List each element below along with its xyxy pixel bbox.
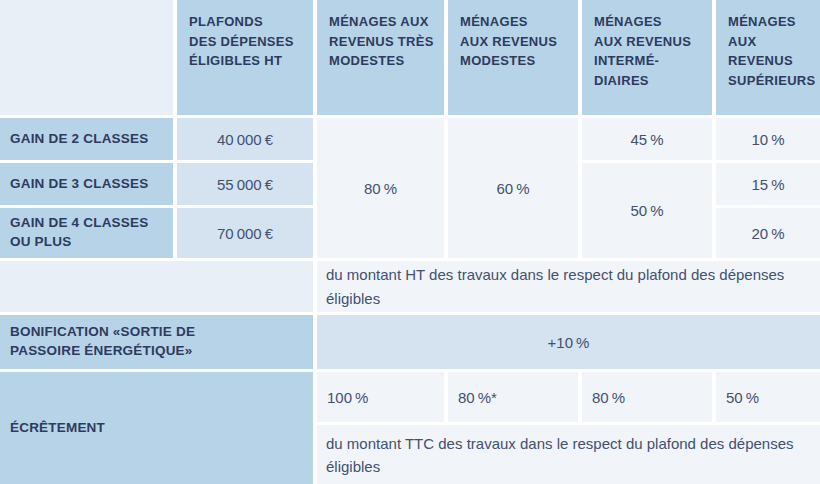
row-label-gain-4: GAIN DE 4 CLASSES OU PLUS: [0, 208, 173, 258]
ecretement-rate-tres-modestes: 100 %: [317, 372, 444, 422]
ecretement-rate-superieurs: 50 %: [716, 372, 820, 422]
plafond-gain-2: 40 000 €: [177, 118, 313, 160]
rate-superieurs-gain-4: 20 %: [716, 208, 820, 258]
ecretement-rate-modestes: 80 %*: [448, 372, 578, 422]
ecretement-label: ÉCRÊTEMENT: [0, 372, 313, 484]
rate-modestes: 60 %: [448, 118, 578, 258]
bonification-label: BONIFICATION «SORTIE DE PASSOIRE ÉNERGÉT…: [0, 315, 313, 369]
rate-intermediaires-gain-2: 45 %: [582, 118, 712, 160]
note-ht: du montant HT des travaux dans le respec…: [317, 261, 820, 312]
rate-superieurs-gain-2: 10 %: [716, 118, 820, 160]
plafond-gain-4: 70 000 €: [177, 208, 313, 258]
row-label-gain-2: GAIN DE 2 CLASSES: [0, 118, 173, 160]
header-tres-modestes: MÉNAGES AUX REVENUS TRÈS MODESTES: [317, 0, 444, 115]
header-intermediaires: MÉNAGES AUX REVENUS INTERMÉ- DIAIRES: [582, 0, 712, 115]
header-modestes: MÉNAGES AUX REVENUS MODESTES: [448, 0, 578, 115]
row-label-gain-3: GAIN DE 3 CLASSES: [0, 163, 173, 205]
aid-rates-table: PLAFONDS DES DÉPENSES ÉLIGIBLES HT MÉNAG…: [0, 0, 820, 484]
note-ttc: du montant TTC des travaux dans le respe…: [317, 425, 820, 484]
plafond-gain-3: 55 000 €: [177, 163, 313, 205]
note-ht-spacer: [0, 261, 313, 312]
ecretement-rate-intermediaires: 80 %: [582, 372, 712, 422]
header-superieurs: MÉNAGES AUX REVENUS SUPÉRIEURS: [716, 0, 820, 115]
header-plafonds: PLAFONDS DES DÉPENSES ÉLIGIBLES HT: [177, 0, 313, 115]
bonification-value: +10 %: [317, 315, 820, 369]
rate-intermediaires-gain-3-4: 50 %: [582, 163, 712, 258]
corner-cell: [0, 0, 173, 115]
rate-tres-modestes: 80 %: [317, 118, 444, 258]
rate-superieurs-gain-3: 15 %: [716, 163, 820, 205]
